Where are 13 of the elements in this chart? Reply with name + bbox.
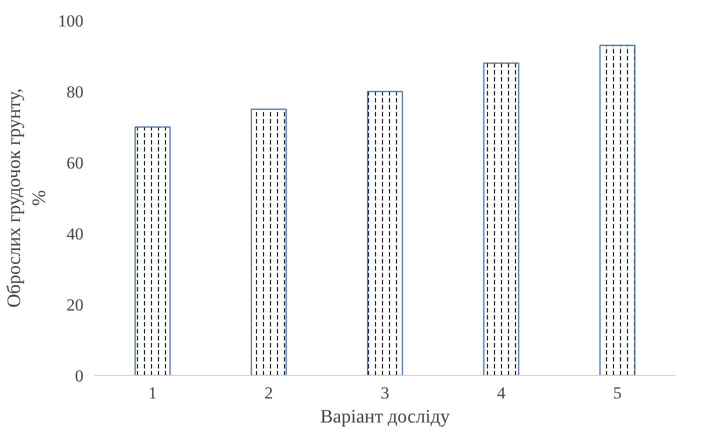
x-tick-label: 4 [496,384,506,402]
y-tick-label: 100 [58,12,84,30]
y-axis-title: Оброслих грудочок грунту, % [4,88,50,308]
x-tick-label: 1 [148,384,157,402]
x-tick-label: 5 [613,384,622,402]
y-tick-label: 80 [66,82,84,102]
x-axis-title: Варіант досліду [320,406,450,428]
y-tick-label: 0 [75,366,84,386]
y-tick-label: 60 [66,154,84,172]
x-tick-label: 3 [380,384,390,402]
x-tick-label: 2 [264,384,274,402]
y-tick-label: 20 [66,296,84,314]
y-tick-label: 40 [66,224,84,244]
